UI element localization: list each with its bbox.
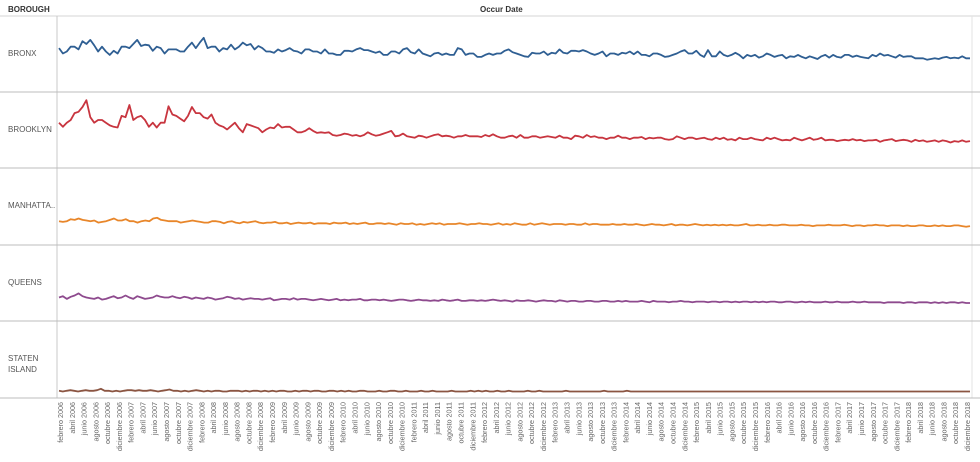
x-tick-label: junio 2010: [362, 402, 371, 436]
x-tick-label: febrero 2013: [551, 402, 560, 443]
x-tick-label: octubre 2013: [598, 402, 607, 444]
x-tick-label: febrero 2006: [56, 402, 65, 443]
x-tick-label: junio 2015: [716, 402, 725, 436]
row-label-manhatta-: MANHATTA..: [8, 201, 56, 210]
x-tick-label: agosto 2010: [374, 402, 383, 442]
x-tick-label: abril 2018: [916, 402, 925, 434]
row-label-staten-island: STATEN ISLAND: [8, 354, 39, 374]
x-tick-label: febrero 2012: [480, 402, 489, 443]
x-tick-label: diciembre 2018: [963, 402, 972, 451]
x-tick-label: octubre 2017: [881, 402, 890, 444]
x-tick-label: abril 2011: [421, 402, 430, 433]
x-tick-label: diciembre 2006: [115, 402, 124, 451]
x-tick-label: junio 2014: [645, 402, 654, 436]
x-tick-label: abril 2008: [209, 402, 218, 434]
x-tick-label: junio 2009: [292, 402, 301, 436]
x-tick-label: abril 2010: [351, 402, 360, 434]
x-tick-label: junio 2008: [221, 402, 230, 436]
x-tick-label: diciembre 2011: [468, 402, 477, 451]
x-tick-label: octubre 2012: [527, 402, 536, 444]
series-line-staten-island: [58, 387, 970, 393]
x-tick-label: octubre 2009: [315, 402, 324, 444]
x-tick-label: diciembre 2009: [327, 402, 336, 451]
x-tick-label: febrero 2009: [268, 402, 277, 443]
x-tick-label: agosto 2009: [303, 402, 312, 442]
x-tick-label: abril 2007: [139, 402, 148, 434]
x-tick-label: diciembre 2017: [892, 402, 901, 451]
x-tick-label: octubre 2014: [669, 402, 678, 444]
x-tick-label: agosto 2015: [727, 402, 736, 442]
x-tick-label: junio 2016: [786, 402, 795, 436]
x-tick-label: febrero 2007: [127, 402, 136, 443]
x-tick-label: febrero 2018: [904, 402, 913, 443]
x-tick-label: octubre 2010: [386, 402, 395, 444]
x-tick-label: junio 2007: [150, 402, 159, 436]
x-tick-label: abril 2016: [775, 402, 784, 434]
occur-date-header: Occur Date: [480, 5, 523, 14]
x-tick-label: abril 2009: [280, 402, 289, 434]
x-tick-label: octubre 2007: [174, 402, 183, 444]
x-tick-label: agosto 2014: [657, 402, 666, 442]
x-tick-label: diciembre 2016: [822, 402, 831, 451]
series-line-queens: [58, 292, 970, 304]
series-line-manhatta-: [58, 216, 971, 228]
x-tick-label: octubre 2015: [739, 402, 748, 444]
x-tick-label: febrero 2015: [692, 402, 701, 443]
x-tick-label: diciembre 2013: [610, 402, 619, 451]
x-tick-label: junio 2012: [504, 402, 513, 436]
x-tick-label: junio 2011: [433, 402, 442, 436]
x-tick-label: agosto 2006: [91, 402, 100, 442]
x-tick-label: diciembre 2007: [186, 402, 195, 451]
x-tick-label: octubre 2016: [810, 402, 819, 444]
x-tick-label: agosto 2016: [798, 402, 807, 442]
x-tick-label: agosto 2017: [869, 402, 878, 442]
series-line-bronx: [58, 36, 970, 61]
series-line-brooklyn: [58, 99, 971, 144]
x-tick-label: abril 2015: [704, 402, 713, 434]
x-tick-label: diciembre 2012: [539, 402, 548, 451]
x-tick-label: junio 2006: [80, 402, 89, 436]
x-tick-label: octubre 2011: [457, 402, 466, 443]
x-tick-label: abril 2012: [492, 402, 501, 434]
x-tick-label: diciembre 2015: [751, 402, 760, 451]
x-tick-label: agosto 2008: [233, 402, 242, 442]
x-tick-label: agosto 2013: [586, 402, 595, 442]
x-tick-label: junio 2013: [574, 402, 583, 436]
x-tick-label: diciembre 2010: [398, 402, 407, 451]
borough-header: BOROUGH: [8, 5, 50, 14]
x-tick-label: junio 2017: [857, 402, 866, 436]
x-tick-label: agosto 2012: [515, 402, 524, 442]
x-tick-label: junio 2018: [928, 402, 937, 436]
row-label-queens: QUEENS: [8, 278, 42, 287]
x-tick-label: agosto 2007: [162, 402, 171, 442]
x-tick-label: febrero 2008: [197, 402, 206, 443]
x-tick-label: febrero 2017: [833, 402, 842, 443]
x-tick-label: febrero 2014: [621, 402, 630, 443]
x-tick-label: abril 2013: [563, 402, 572, 434]
x-tick-label: febrero 2010: [339, 402, 348, 443]
row-label-brooklyn: BROOKLYN: [8, 125, 52, 134]
x-tick-label: diciembre 2008: [256, 402, 265, 451]
x-tick-label: abril 2014: [633, 402, 642, 434]
x-tick-label: octubre 2018: [951, 402, 960, 444]
x-tick-label: abril 2017: [845, 402, 854, 434]
x-tick-label: octubre 2008: [245, 402, 254, 444]
x-tick-label: agosto 2011: [445, 402, 454, 441]
row-label-bronx: BRONX: [8, 49, 37, 58]
x-tick-label: diciembre 2014: [680, 402, 689, 451]
x-tick-label: agosto 2018: [939, 402, 948, 442]
x-tick-label: abril 2006: [68, 402, 77, 434]
x-tick-label: febrero 2016: [763, 402, 772, 443]
x-tick-label: febrero 2011: [409, 402, 418, 442]
x-tick-label: octubre 2006: [103, 402, 112, 444]
